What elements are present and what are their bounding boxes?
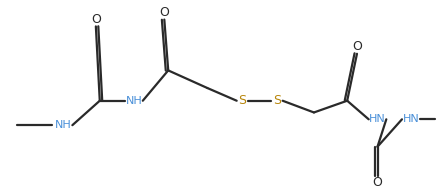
Text: HN: HN [369,114,386,124]
Text: O: O [352,40,362,53]
Text: O: O [372,176,382,189]
Text: HN: HN [402,114,419,124]
Text: O: O [91,13,101,26]
Text: S: S [239,94,247,107]
Text: S: S [273,94,281,107]
Text: NH: NH [55,120,72,130]
Text: NH: NH [125,96,142,106]
Text: O: O [159,6,169,19]
